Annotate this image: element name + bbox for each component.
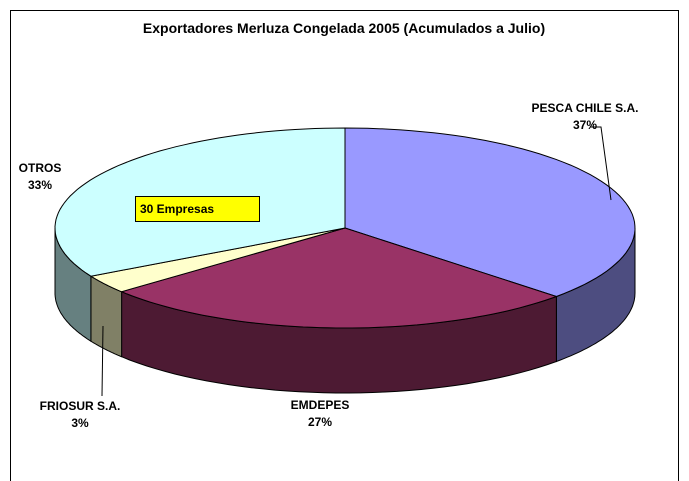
slice-value: 33% — [27, 178, 53, 192]
slice-value: 3% — [71, 416, 89, 430]
leader-line — [101, 325, 104, 397]
slice-name: PESCA CHILE S.A. — [531, 101, 639, 115]
slice-name: EMDEPES — [290, 398, 350, 412]
pie — [54, 127, 636, 394]
slice-name: FRIOSUR S.A. — [39, 399, 121, 413]
slice-value: 27% — [307, 415, 333, 429]
slice-value: 37% — [572, 118, 598, 132]
slice-name: OTROS — [18, 161, 62, 175]
slice-label: OTROS 33% — [10, 160, 70, 194]
slice-label: FRIOSUR S.A. 3% — [20, 398, 140, 432]
slice-label: EMDEPES 27% — [265, 397, 375, 431]
chart-title: Exportadores Merluza Congelada 2005 (Acu… — [142, 20, 546, 36]
pie-slice — [120, 227, 558, 329]
annotation: 30 Empresas — [135, 196, 260, 222]
pie-slice — [89, 227, 346, 293]
slice-label: PESCA CHILE S.A. 37% — [530, 100, 640, 134]
pie-slice — [344, 127, 636, 298]
leader-line — [590, 126, 612, 201]
